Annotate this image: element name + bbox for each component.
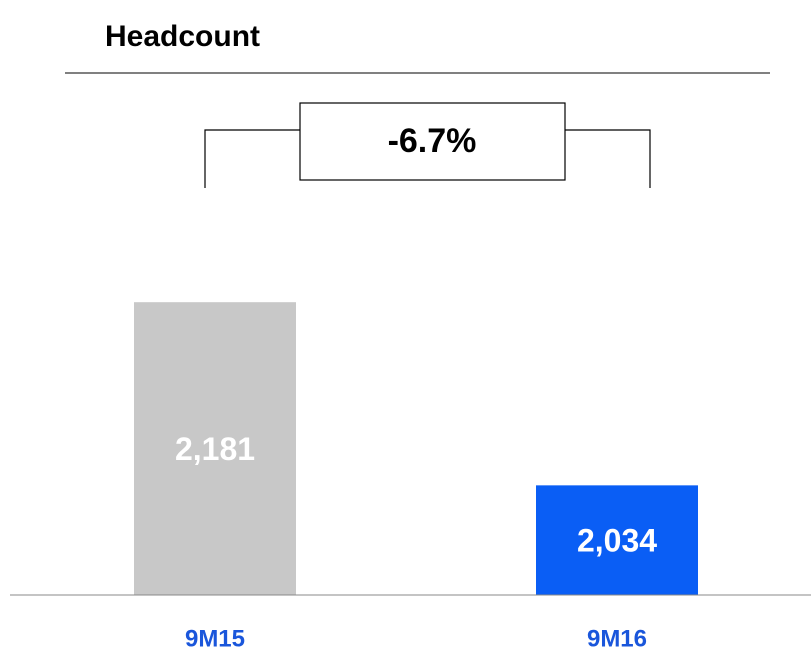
annotation-box: [299, 102, 566, 181]
annotation: -6.7%: [388, 122, 477, 160]
value-label: 2,034: [577, 523, 657, 559]
x-tick-label: 9M16: [587, 625, 647, 652]
x-tick-label: 9M15: [185, 625, 245, 652]
value-label: 2,181: [175, 431, 255, 467]
change-bracket: [204, 102, 651, 188]
bracket-right: [565, 129, 651, 188]
bar: [536, 485, 698, 595]
chart-title: Headcount: [105, 20, 260, 53]
bracket-left: [204, 129, 300, 188]
bar: [134, 302, 296, 595]
